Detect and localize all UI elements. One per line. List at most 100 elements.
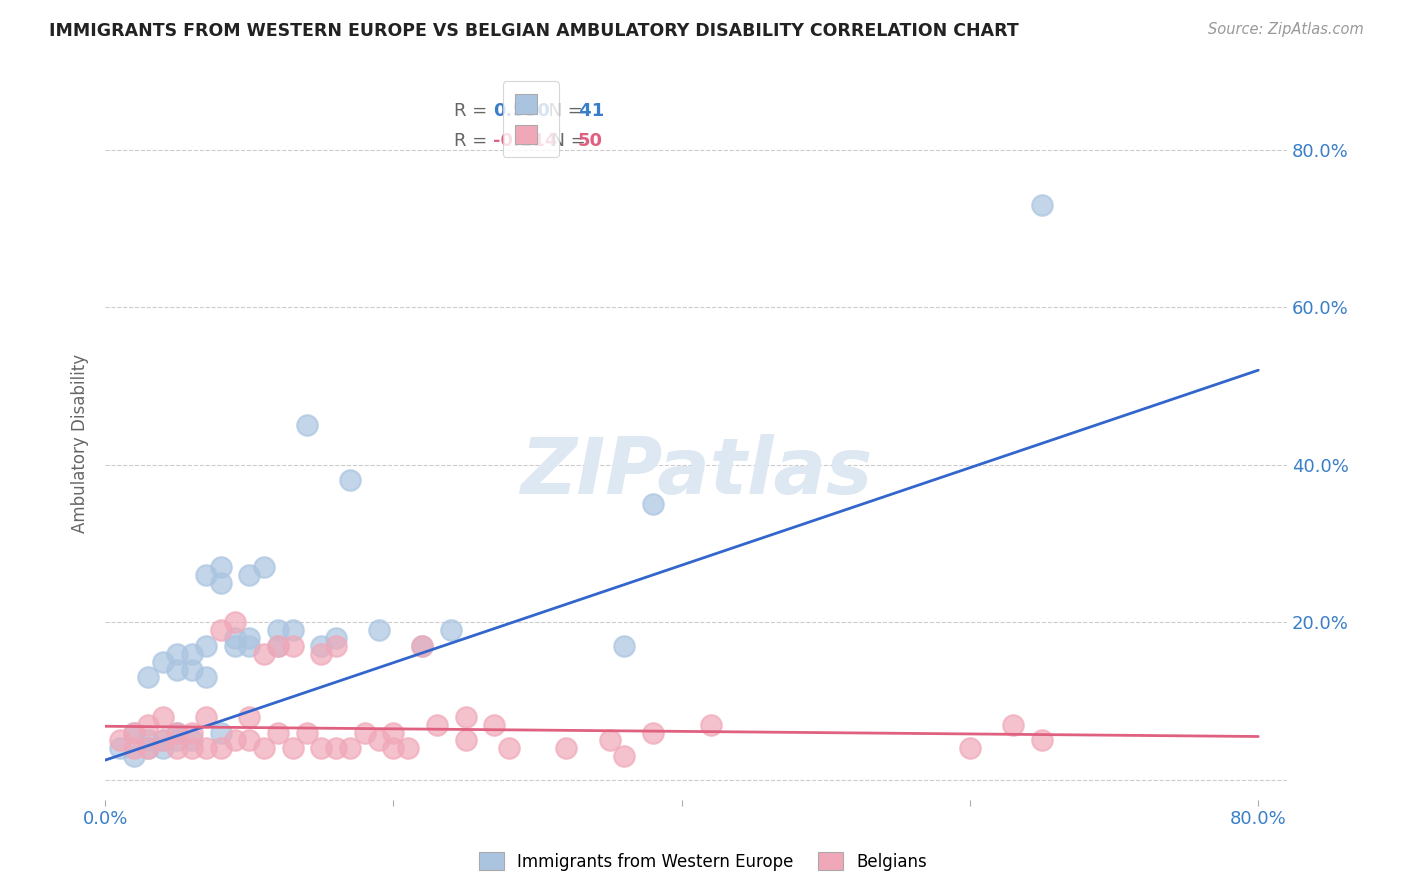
Point (195, 568, 218, 582)
Point (454, 710, 477, 724)
Point (426, 717, 449, 731)
Point (253, 741, 276, 756)
Point (209, 575, 232, 590)
Point (339, 741, 361, 756)
Point (166, 647, 188, 661)
Point (440, 623, 463, 637)
Text: -0.114: -0.114 (494, 132, 557, 150)
Point (484, 717, 506, 731)
Point (411, 639, 433, 653)
Point (238, 568, 260, 582)
Point (152, 655, 174, 669)
Point (138, 670, 160, 684)
Point (613, 639, 636, 653)
Point (180, 663, 202, 677)
Point (281, 623, 304, 637)
Point (641, 725, 664, 739)
Point (325, 741, 347, 756)
Point (224, 733, 246, 747)
Text: 0.590: 0.590 (494, 103, 550, 120)
Point (138, 741, 160, 756)
Point (166, 725, 188, 739)
Legend: Immigrants from Western Europe, Belgians: Immigrants from Western Europe, Belgians (470, 844, 936, 880)
Point (339, 474, 361, 488)
Point (122, 725, 145, 739)
Point (166, 741, 188, 756)
Point (152, 733, 174, 747)
Point (209, 741, 232, 756)
Point (267, 639, 290, 653)
Point (1002, 717, 1025, 731)
Point (152, 710, 174, 724)
Point (281, 639, 304, 653)
Text: IMMIGRANTS FROM WESTERN EUROPE VS BELGIAN AMBULATORY DISABILITY CORRELATION CHAR: IMMIGRANTS FROM WESTERN EUROPE VS BELGIA… (49, 22, 1019, 40)
Text: 50: 50 (578, 132, 603, 150)
Text: ZIPatlas: ZIPatlas (520, 434, 872, 509)
Point (122, 741, 145, 756)
Point (180, 725, 202, 739)
Point (108, 741, 131, 756)
Point (295, 418, 318, 433)
Point (281, 741, 304, 756)
Legend: , : , (503, 81, 558, 157)
Point (641, 497, 664, 511)
Point (253, 647, 276, 661)
Point (224, 639, 246, 653)
Point (295, 725, 318, 739)
Point (368, 733, 391, 747)
Point (180, 733, 202, 747)
Point (108, 733, 131, 747)
Point (195, 710, 218, 724)
Point (152, 733, 174, 747)
Text: R =: R = (454, 103, 494, 120)
Point (122, 725, 145, 739)
Point (1031, 198, 1053, 212)
Point (180, 741, 202, 756)
Point (267, 639, 290, 653)
Point (253, 560, 276, 574)
Point (166, 733, 188, 747)
Point (311, 647, 333, 661)
Point (325, 639, 347, 653)
Point (195, 670, 218, 684)
Point (166, 725, 188, 739)
Point (166, 663, 188, 677)
Point (498, 741, 520, 756)
Point (454, 733, 477, 747)
Point (267, 725, 290, 739)
Point (195, 639, 218, 653)
Point (209, 623, 232, 637)
Text: Source: ZipAtlas.com: Source: ZipAtlas.com (1208, 22, 1364, 37)
Y-axis label: Ambulatory Disability: Ambulatory Disability (72, 353, 89, 533)
Text: N =: N = (540, 132, 592, 150)
Point (325, 631, 347, 645)
Point (613, 749, 636, 764)
Point (599, 733, 621, 747)
Point (209, 725, 232, 739)
Point (224, 631, 246, 645)
Point (138, 717, 160, 731)
Point (368, 623, 391, 637)
Point (180, 647, 202, 661)
Point (238, 733, 260, 747)
Text: 41: 41 (574, 103, 605, 120)
Point (396, 741, 419, 756)
Point (195, 741, 218, 756)
Point (311, 639, 333, 653)
Text: N =: N = (537, 103, 588, 120)
Point (267, 623, 290, 637)
Text: R =: R = (454, 132, 494, 150)
Point (138, 733, 160, 747)
Point (122, 749, 145, 764)
Point (555, 741, 578, 756)
Point (238, 639, 260, 653)
Point (152, 741, 174, 756)
Point (209, 560, 232, 574)
Point (224, 615, 246, 630)
Point (353, 725, 375, 739)
Point (138, 741, 160, 756)
Point (238, 631, 260, 645)
Point (959, 741, 981, 756)
Point (382, 725, 405, 739)
Point (311, 741, 333, 756)
